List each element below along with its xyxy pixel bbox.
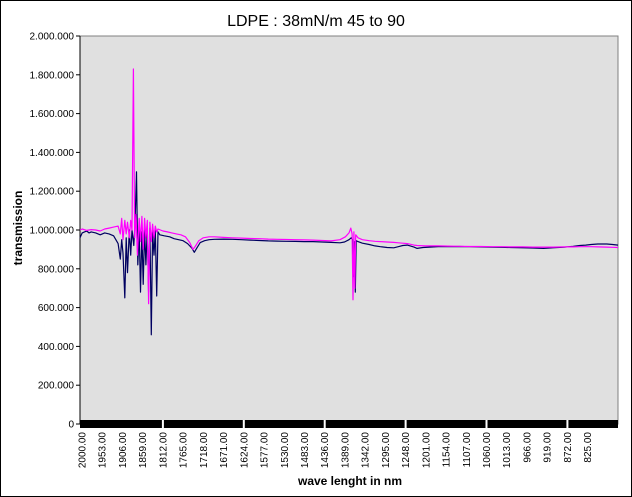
y-tick-label: 400.000 (38, 342, 75, 353)
x-axis-label: wave lenght in nm (297, 474, 402, 488)
x-tick-label: 1859.00 (138, 432, 149, 469)
y-tick-label: 2.000.000 (30, 32, 75, 43)
x-tick-label: 919.00 (543, 432, 554, 463)
y-tick-label: 1.400.000 (30, 148, 75, 159)
x-tick-label: 1201.00 (421, 432, 432, 469)
x-tick-label: 1624.00 (239, 432, 250, 469)
y-tick-label: 800.000 (38, 264, 75, 275)
x-tick-label: 1812.00 (158, 432, 169, 469)
x-tick-label: 1013.00 (502, 432, 513, 469)
y-tick-label: 1.800.000 (30, 70, 75, 81)
x-tick-label: 1671.00 (219, 432, 230, 469)
x-tick-label: 1154.00 (442, 432, 453, 468)
y-tick-label: 600.000 (38, 303, 75, 314)
y-tick-label: 1.000.000 (30, 226, 75, 237)
x-tick-label: 1436.00 (320, 432, 331, 469)
y-tick-label: 0 (68, 420, 74, 431)
x-tick-label: 1342.00 (361, 432, 372, 469)
series-group (79, 68, 619, 336)
plot-area (79, 35, 619, 425)
x-tick-label: 1295.00 (381, 432, 392, 469)
series-line-2 (79, 68, 619, 305)
y-tick-label: 1.600.000 (30, 109, 75, 120)
x-tick-label: 1107.00 (462, 432, 473, 468)
y-tick-label: 200.000 (38, 381, 75, 392)
x-tick-label: 1389.00 (340, 432, 351, 469)
x-tick-label: 1530.00 (280, 432, 291, 469)
chart-title: LDPE : 38mN/m 45 to 90 (227, 13, 405, 30)
x-tick-label: 1248.00 (401, 432, 412, 469)
x-tick-label: 1060.00 (482, 432, 493, 469)
x-tick-label: 825.00 (583, 432, 594, 463)
x-tick-label: 1906.00 (118, 432, 129, 469)
x-tick-label: 872.00 (563, 432, 574, 463)
x-tick-label: 2000.00 (78, 432, 89, 469)
x-axis: 2000.00 1953.00 1906.00 1859.00 1812.00 1765.… (78, 420, 618, 469)
x-tick-label: 1483.00 (300, 432, 311, 469)
x-tick-label: 1765.00 (179, 432, 190, 469)
y-axis: 0 200.000 400.000 600.000 800.000 1.000.000 1.… (30, 32, 81, 431)
x-tick-label: 1953.00 (98, 432, 109, 469)
x-tick-label: 1718.00 (199, 432, 210, 469)
x-tick-label: 1577.00 (260, 432, 271, 469)
y-tick-label: 1.200.000 (30, 187, 75, 198)
x-axis-band (80, 420, 618, 428)
x-tick-label: 966.00 (522, 432, 533, 463)
y-axis-label: transmission (11, 191, 25, 266)
